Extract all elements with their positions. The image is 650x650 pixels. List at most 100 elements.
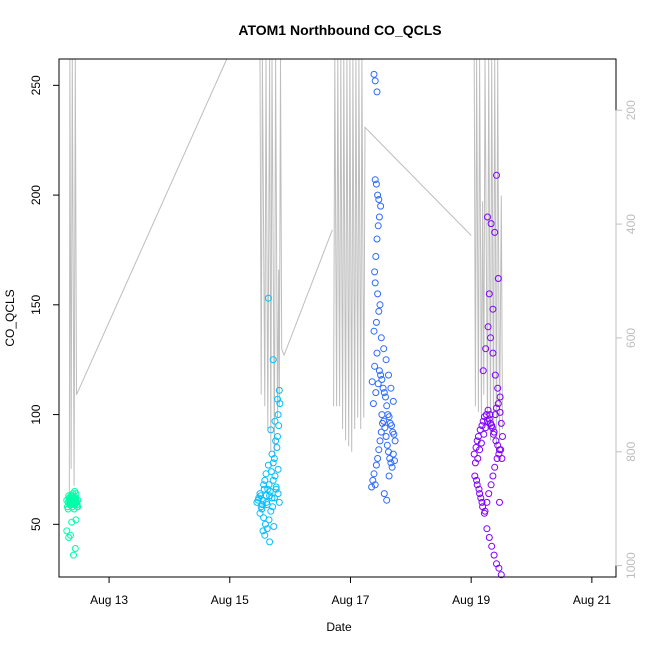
data-point <box>371 279 379 287</box>
data-point <box>480 430 488 438</box>
data-point <box>374 455 382 462</box>
data-point <box>489 349 497 357</box>
data-point <box>476 490 484 498</box>
data-point <box>264 461 272 469</box>
x-tick-label: Aug 15 <box>211 593 249 607</box>
data-point <box>494 400 502 408</box>
data-point <box>494 275 502 282</box>
data-point <box>491 463 499 471</box>
data-point <box>67 494 75 502</box>
data-point <box>476 446 484 454</box>
x-tick-label: Aug 19 <box>452 593 490 607</box>
data-point <box>377 428 385 436</box>
data-point <box>372 180 380 188</box>
data-point <box>370 470 378 478</box>
data-point <box>65 534 73 541</box>
data-point <box>495 450 503 458</box>
data-point <box>374 222 382 230</box>
data-point <box>491 371 499 379</box>
data-point <box>484 417 491 425</box>
data-point <box>69 490 77 498</box>
data-point <box>268 450 276 458</box>
data-point <box>368 483 376 491</box>
y-axis: 50 100 150 200 250 <box>29 75 60 531</box>
data-point <box>261 520 269 528</box>
data-point <box>487 481 495 489</box>
data-point <box>259 527 267 535</box>
data-point <box>370 70 378 78</box>
data-point <box>490 551 498 559</box>
x-tick-label: Aug 13 <box>90 593 128 607</box>
data-point <box>272 437 280 445</box>
data-point <box>484 406 492 414</box>
data-point <box>71 487 79 495</box>
data-point <box>374 191 382 199</box>
data-point <box>493 455 501 462</box>
data-point <box>485 490 493 498</box>
data-point <box>385 413 393 421</box>
data-point <box>496 393 504 401</box>
data-point <box>391 437 399 445</box>
data-point <box>275 422 283 430</box>
right-tick-label: 1000 <box>624 552 638 579</box>
data-point <box>489 305 497 313</box>
data-point <box>485 534 493 541</box>
data-point <box>497 571 505 579</box>
data-point <box>274 411 282 419</box>
data-point <box>381 424 389 432</box>
data-point <box>488 542 496 550</box>
data-point <box>371 77 379 85</box>
data-point <box>269 503 277 511</box>
data-point <box>373 349 381 357</box>
data-point <box>70 551 77 559</box>
data-point <box>70 505 78 513</box>
data-point <box>275 498 283 506</box>
data-point <box>496 408 504 416</box>
data-point <box>373 235 381 243</box>
data-point <box>265 516 273 524</box>
data-point <box>379 384 387 392</box>
series-3 <box>368 70 399 504</box>
data-point <box>480 509 488 517</box>
data-point <box>391 457 398 465</box>
data-point <box>485 290 493 298</box>
data-point <box>258 501 266 509</box>
data-point <box>494 384 502 392</box>
data-point <box>483 525 491 533</box>
data-point <box>377 202 385 210</box>
data-point <box>387 384 395 392</box>
data-point <box>66 501 74 509</box>
data-point <box>371 176 379 184</box>
data-point <box>262 470 270 478</box>
data-point <box>272 483 280 491</box>
data-point <box>473 437 481 445</box>
data-point <box>489 472 497 480</box>
data-point <box>484 323 492 331</box>
data-point <box>483 498 491 506</box>
right-tick-label: 600 <box>624 328 638 348</box>
data-point <box>371 481 379 489</box>
data-point <box>387 459 395 467</box>
right-tick-label: 400 <box>624 214 638 234</box>
y-tick-label: 200 <box>29 185 43 205</box>
series-4 <box>470 171 506 579</box>
data-point <box>266 492 274 500</box>
data-point <box>382 393 389 401</box>
data-point <box>370 327 378 335</box>
right-axis: 200 400 600 800 1000 <box>615 100 638 579</box>
data-point <box>380 345 388 353</box>
data-point <box>264 294 272 302</box>
data-point <box>380 389 388 397</box>
data-point <box>372 318 380 326</box>
data-point <box>389 450 397 458</box>
data-point <box>68 518 76 526</box>
data-point <box>477 439 485 447</box>
y-tick-label: 150 <box>29 294 43 314</box>
data-point <box>492 437 500 445</box>
data-point <box>475 485 483 493</box>
data-point <box>262 492 270 500</box>
data-point <box>490 430 497 438</box>
data-point <box>473 476 481 484</box>
data-point <box>487 220 495 228</box>
data-point <box>377 371 385 379</box>
